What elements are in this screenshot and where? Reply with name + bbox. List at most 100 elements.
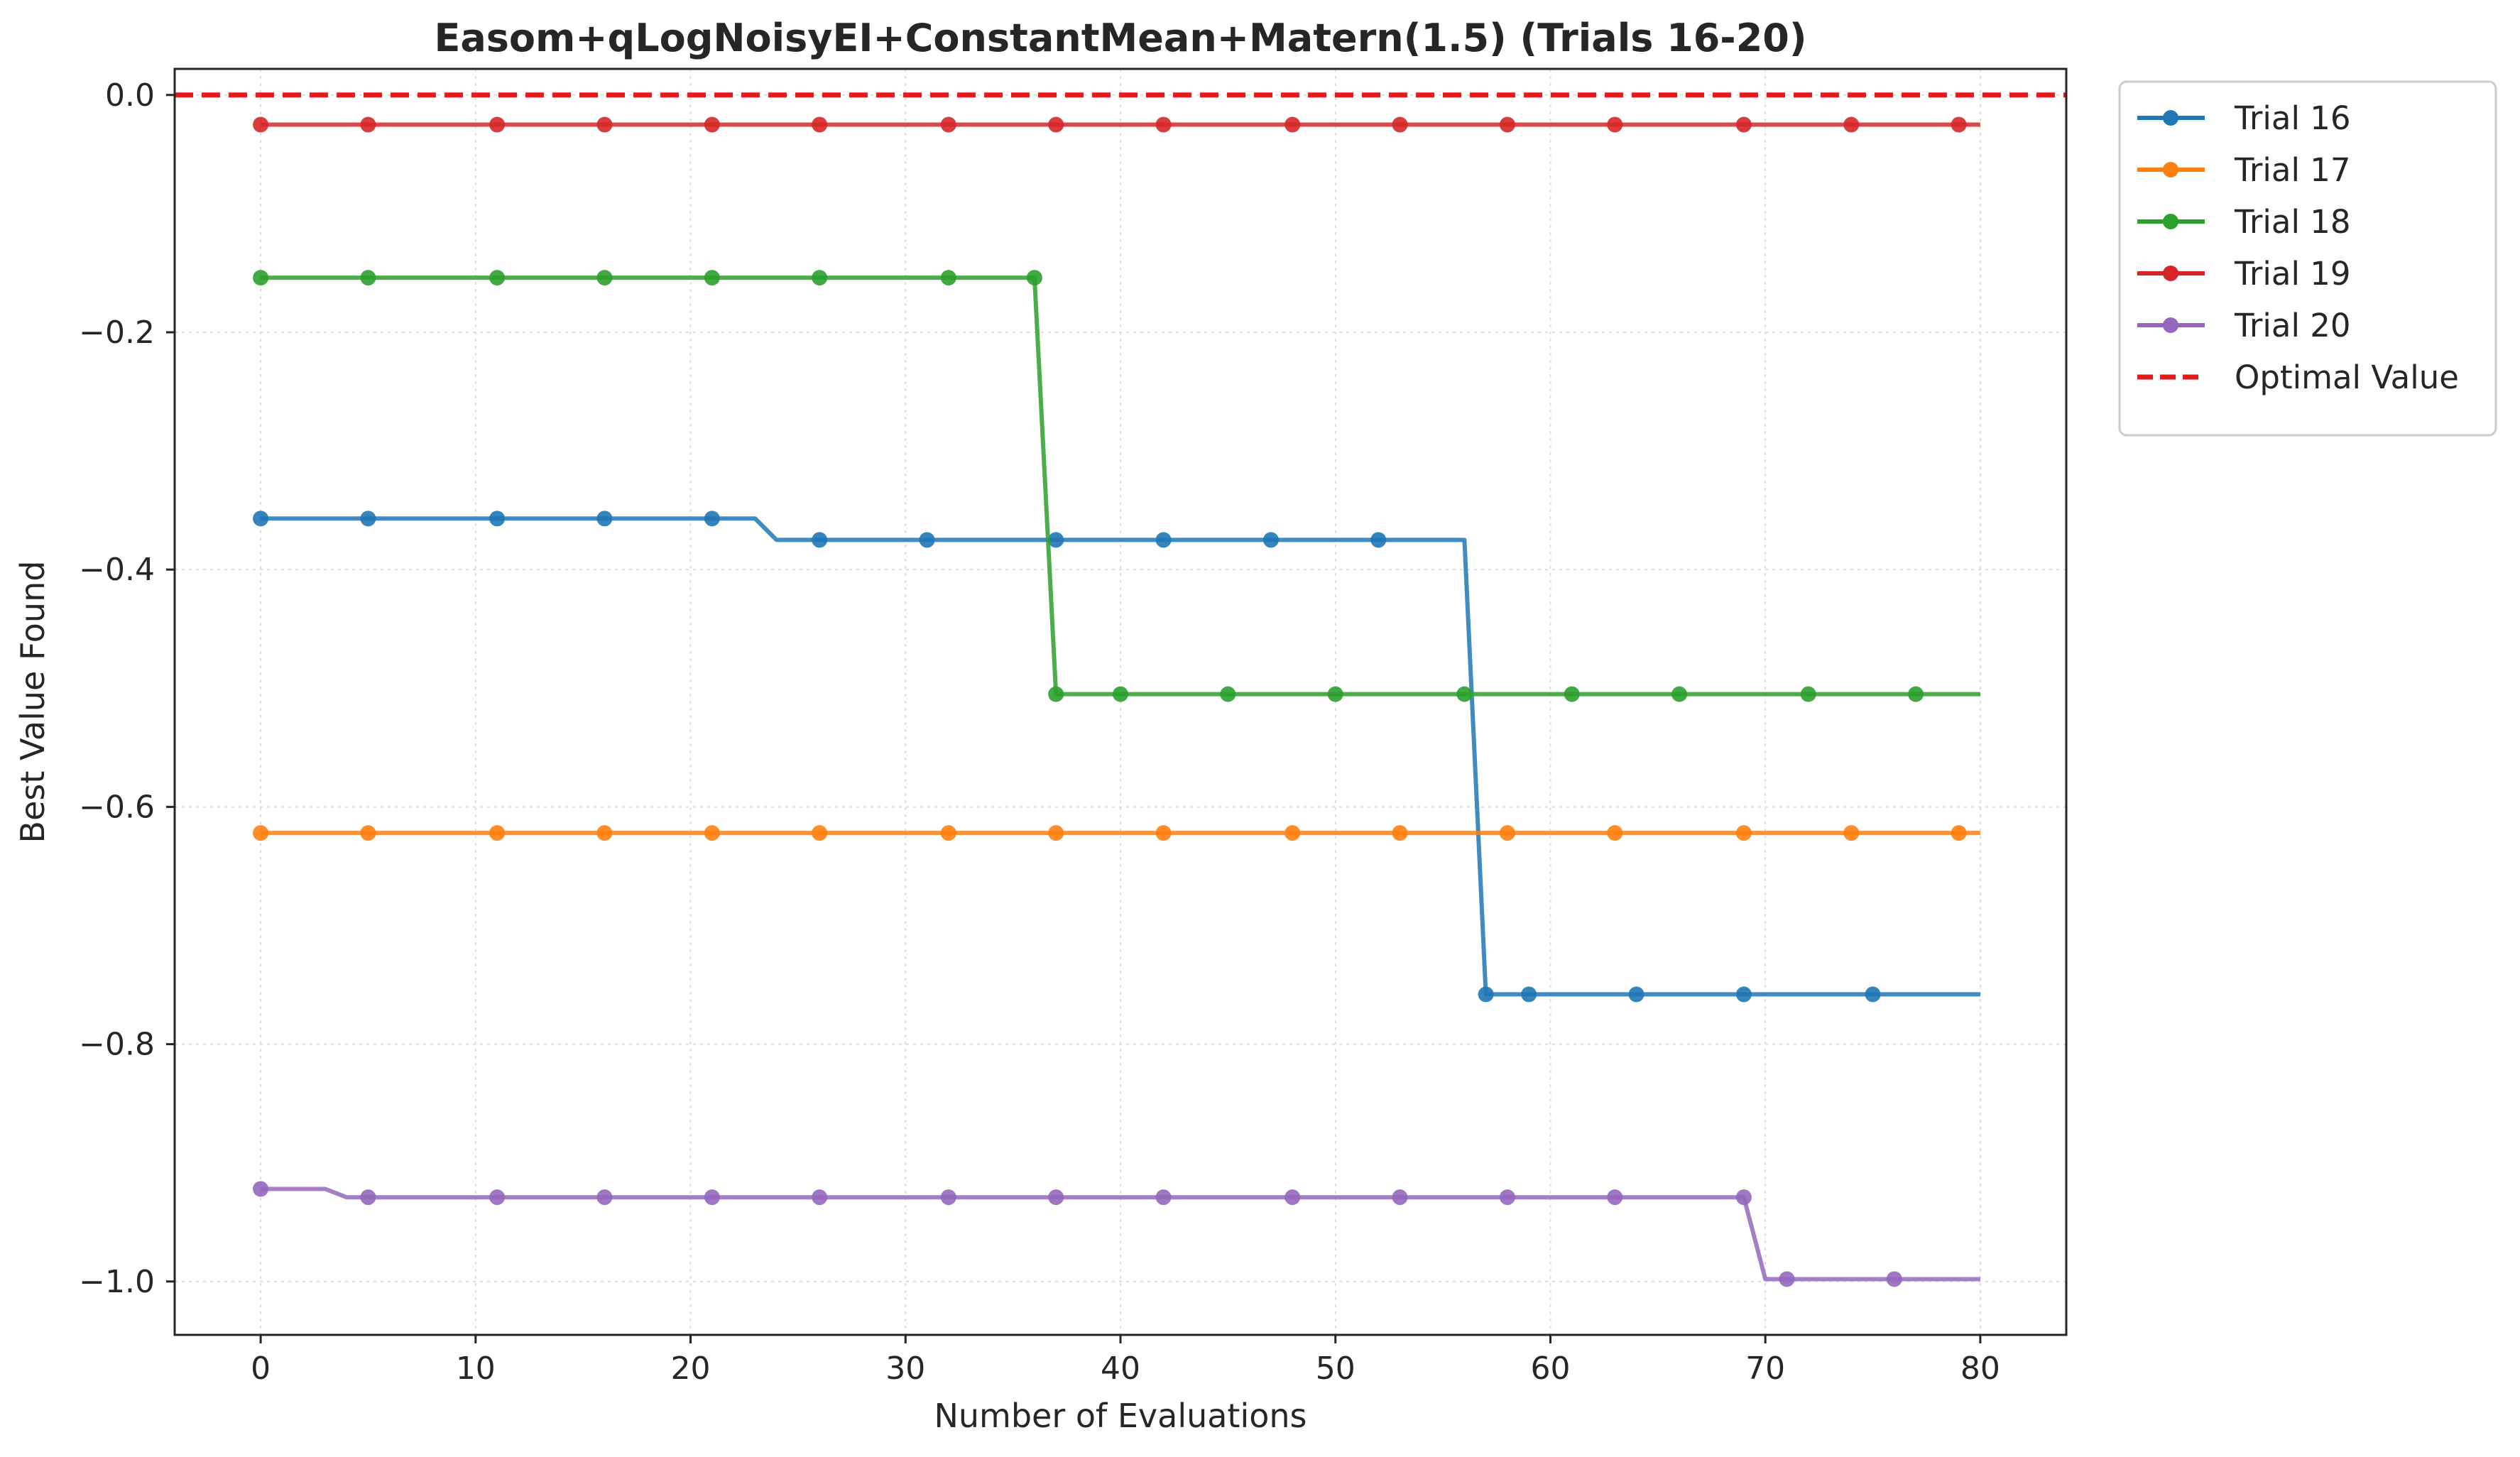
legend-marker-trial-17 xyxy=(2163,162,2178,178)
data-point-trial-16 xyxy=(1262,532,1279,548)
legend-marker-trial-19 xyxy=(2163,266,2178,281)
legend-item-trial-18: Trial 18 xyxy=(2137,203,2351,241)
x-tick-label: 70 xyxy=(1745,1350,1785,1387)
x-tick-label: 80 xyxy=(1960,1350,2000,1387)
data-point-trial-17 xyxy=(704,825,720,841)
legend-item-optimal-value: Optimal Value xyxy=(2137,359,2459,396)
data-point-trial-19 xyxy=(1843,116,1860,133)
data-point-trial-16 xyxy=(1628,986,1644,1003)
legend-label-optimal-value: Optimal Value xyxy=(2235,359,2459,396)
legend-item-trial-19: Trial 19 xyxy=(2137,255,2351,293)
y-tick-label: −0.4 xyxy=(79,552,155,588)
data-point-trial-19 xyxy=(360,116,376,133)
data-point-trial-16 xyxy=(253,511,269,527)
y-tick-label: −0.6 xyxy=(79,789,155,825)
data-point-trial-18 xyxy=(1800,686,1816,702)
legend-box xyxy=(2118,80,2497,437)
data-point-trial-18 xyxy=(360,270,376,286)
data-point-trial-18 xyxy=(596,270,613,286)
data-point-trial-19 xyxy=(1048,116,1064,133)
y-tick-label: −0.2 xyxy=(79,315,155,351)
legend: Trial 16 Trial 17 Trial 18 Trial 19 Trial 20… xyxy=(2118,80,2497,437)
data-point-trial-18 xyxy=(1908,686,1924,702)
data-point-trial-20 xyxy=(1607,1189,1623,1206)
data-point-trial-19 xyxy=(1499,116,1515,133)
data-point-trial-16 xyxy=(812,532,828,548)
legend-label-trial-18: Trial 18 xyxy=(2234,203,2351,241)
data-point-trial-19 xyxy=(704,116,720,133)
data-point-trial-18 xyxy=(704,270,720,286)
data-point-trial-20 xyxy=(360,1189,376,1206)
legend-marker-trial-20 xyxy=(2163,317,2178,333)
data-point-trial-20 xyxy=(1048,1189,1064,1206)
data-point-trial-18 xyxy=(1026,270,1042,286)
data-point-trial-16 xyxy=(1865,986,1881,1003)
data-point-trial-16 xyxy=(1370,532,1387,548)
data-point-trial-16 xyxy=(1478,986,1494,1003)
series-line-trial-16 xyxy=(261,516,1980,997)
legend-label-trial-17: Trial 17 xyxy=(2234,151,2351,189)
data-point-trial-20 xyxy=(812,1189,828,1206)
legend-item-trial-17: Trial 17 xyxy=(2137,151,2351,189)
series-trial-18 xyxy=(253,270,1980,702)
data-point-trial-19 xyxy=(489,116,506,133)
data-point-trial-19 xyxy=(1392,116,1408,133)
data-point-trial-18 xyxy=(1113,686,1128,702)
data-point-trial-17 xyxy=(1843,825,1860,841)
x-tick-label: 30 xyxy=(885,1350,925,1387)
data-point-trial-18 xyxy=(812,270,828,286)
x-axis-label: Number of Evaluations xyxy=(934,1397,1307,1435)
legend-label-trial-20: Trial 20 xyxy=(2234,307,2351,344)
data-point-trial-18 xyxy=(1671,686,1688,702)
data-point-trial-19 xyxy=(596,116,613,133)
data-point-trial-19 xyxy=(812,116,828,133)
data-point-trial-20 xyxy=(1499,1189,1515,1206)
data-point-trial-18 xyxy=(1048,686,1064,702)
data-point-trial-20 xyxy=(704,1189,720,1206)
data-point-trial-19 xyxy=(1607,116,1623,133)
data-point-trial-19 xyxy=(1284,116,1301,133)
data-point-trial-19 xyxy=(253,116,269,133)
y-tick-label: −1.0 xyxy=(79,1264,155,1300)
series-line-trial-18 xyxy=(261,275,1980,697)
legend-label-trial-16: Trial 16 xyxy=(2234,99,2351,137)
data-point-trial-17 xyxy=(1392,825,1408,841)
x-tick-label: 40 xyxy=(1101,1350,1140,1387)
chart-title: Easom+qLogNoisyEI+ConstantMean+Matern(1.… xyxy=(434,16,1806,60)
data-point-trial-20 xyxy=(253,1181,269,1197)
data-point-trial-16 xyxy=(1048,532,1064,548)
data-point-trial-18 xyxy=(489,270,506,286)
y-axis-label: Best Value Found xyxy=(13,561,52,844)
data-point-trial-17 xyxy=(1735,825,1752,841)
data-point-trial-16 xyxy=(1521,986,1537,1003)
data-point-trial-18 xyxy=(1220,686,1236,702)
data-point-trial-17 xyxy=(253,825,269,841)
x-tick-label: 60 xyxy=(1530,1350,1570,1387)
data-point-trial-20 xyxy=(1886,1271,1902,1287)
data-point-trial-18 xyxy=(1564,686,1580,702)
data-point-trial-17 xyxy=(812,825,828,841)
data-point-trial-17 xyxy=(489,825,506,841)
data-point-trial-16 xyxy=(704,511,720,527)
series-trial-17 xyxy=(253,825,1980,841)
legend-item-trial-20: Trial 20 xyxy=(2137,307,2351,344)
data-point-trial-16 xyxy=(489,511,506,527)
series-trial-16 xyxy=(253,511,1980,1003)
data-point-trial-20 xyxy=(940,1189,956,1206)
data-point-trial-16 xyxy=(1155,532,1172,548)
y-tick-label: −0.8 xyxy=(79,1027,155,1063)
data-point-trial-20 xyxy=(1735,1189,1752,1206)
x-tick-label: 0 xyxy=(251,1350,271,1387)
data-point-trial-17 xyxy=(360,825,376,841)
data-point-trial-18 xyxy=(1327,686,1343,702)
legend-label-trial-19: Trial 19 xyxy=(2234,255,2351,293)
data-point-trial-17 xyxy=(1284,825,1301,841)
legend-item-trial-16: Trial 16 xyxy=(2137,99,2351,137)
data-point-trial-19 xyxy=(1951,116,1967,133)
x-tick-label: 20 xyxy=(671,1350,711,1387)
legend-marker-trial-18 xyxy=(2163,214,2178,229)
data-point-trial-20 xyxy=(1284,1189,1301,1206)
data-point-trial-16 xyxy=(919,532,935,548)
